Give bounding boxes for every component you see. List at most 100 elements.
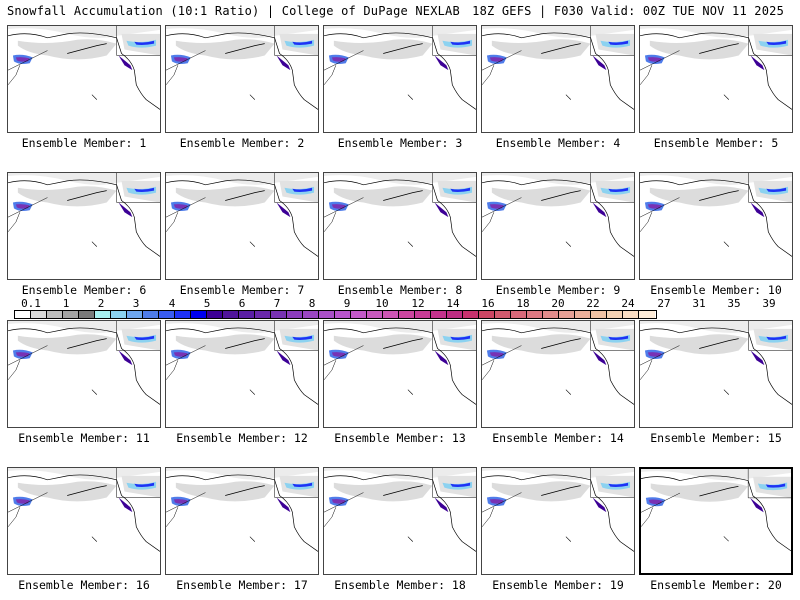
colorbar-swatch: [639, 311, 655, 318]
colorbar-swatch: [591, 311, 607, 318]
colorbar-swatch: [63, 311, 79, 318]
ensemble-member-label: Ensemble Member: 12: [176, 431, 308, 445]
colorbar-swatch: [223, 311, 239, 318]
colorbar-swatch: [159, 311, 175, 318]
ensemble-map-11[interactable]: [7, 320, 161, 428]
colorbar-swatch: [287, 311, 303, 318]
ensemble-map-15[interactable]: [639, 320, 793, 428]
colorbar-tick-label: 3: [132, 297, 140, 310]
colorbar-tick-label: 31: [692, 297, 706, 310]
chart-title: Snowfall Accumulation (10:1 Ratio) | Col…: [7, 4, 460, 18]
ensemble-member-label: Ensemble Member: 18: [334, 578, 466, 592]
ensemble-member-label: Ensemble Member: 14: [492, 431, 624, 445]
colorbar-swatch: [319, 311, 335, 318]
ensemble-member-label: Ensemble Member: 6: [21, 283, 147, 297]
ensemble-map-8[interactable]: [323, 172, 477, 280]
run-valid-time: 18Z GEFS | F030 Valid: 00Z TUE NOV 11 20…: [472, 4, 784, 18]
colorbar-tick-label: 12: [411, 297, 425, 310]
colorbar-swatch: [239, 311, 255, 318]
colorbar-swatch: [463, 311, 479, 318]
ensemble-member-label: Ensemble Member: 9: [495, 283, 621, 297]
colorbar-swatch: [111, 311, 127, 318]
colorbar-swatch: [527, 311, 543, 318]
colorbar-swatch: [367, 311, 383, 318]
ensemble-map-13[interactable]: [323, 320, 477, 428]
colorbar-swatch: [143, 311, 159, 318]
colorbar-tick-label: 35: [727, 297, 741, 310]
ensemble-member-label: Ensemble Member: 3: [337, 136, 463, 150]
colorbar-swatch: [31, 311, 47, 318]
ensemble-map-5[interactable]: [639, 25, 793, 133]
colorbar-swatch: [607, 311, 623, 318]
colorbar-swatch: [335, 311, 351, 318]
colorbar-tick-label: 10: [375, 297, 389, 310]
colorbar-tick-label: 14: [446, 297, 460, 310]
ensemble-member-label: Ensemble Member: 8: [337, 283, 463, 297]
colorbar-tick-label: 39: [762, 297, 776, 310]
colorbar-swatch: [431, 311, 447, 318]
ensemble-member-label: Ensemble Member: 15: [650, 431, 782, 445]
colorbar-tick-label: 4: [168, 297, 176, 310]
ensemble-map-17[interactable]: [165, 467, 319, 575]
colorbar-tick-label: 7: [273, 297, 281, 310]
colorbar-swatch: [415, 311, 431, 318]
ensemble-member-label: Ensemble Member: 5: [653, 136, 779, 150]
colorbar-swatch: [95, 311, 111, 318]
colorbar-swatch: [191, 311, 207, 318]
colorbar-swatch: [255, 311, 271, 318]
colorbar-tick-label: 2: [97, 297, 105, 310]
ensemble-map-1[interactable]: [7, 25, 161, 133]
ensemble-map-2[interactable]: [165, 25, 319, 133]
ensemble-map-19[interactable]: [481, 467, 635, 575]
colorbar-swatch: [399, 311, 415, 318]
colorbar-swatch: [351, 311, 367, 318]
colorbar-tick-label: 27: [657, 297, 671, 310]
colorbar-swatch: [175, 311, 191, 318]
ensemble-member-label: Ensemble Member: 1: [21, 136, 147, 150]
colorbar-swatch: [543, 311, 559, 318]
colorbar-swatch: [207, 311, 223, 318]
ensemble-map-3[interactable]: [323, 25, 477, 133]
ensemble-map-12[interactable]: [165, 320, 319, 428]
colorbar-tick-label: 24: [621, 297, 635, 310]
ensemble-member-label: Ensemble Member: 2: [179, 136, 305, 150]
ensemble-map-16[interactable]: [7, 467, 161, 575]
ensemble-map-6[interactable]: [7, 172, 161, 280]
ensemble-member-label: Ensemble Member: 10: [650, 283, 782, 297]
colorbar-tick-label: 20: [551, 297, 565, 310]
ensemble-map-20[interactable]: [639, 467, 793, 575]
colorbar-swatch: [383, 311, 399, 318]
ensemble-map-7[interactable]: [165, 172, 319, 280]
colorbar-swatch: [623, 311, 639, 318]
colorbar-swatch: [447, 311, 463, 318]
colorbar-swatch: [479, 311, 495, 318]
colorbar-tick-label: 9: [343, 297, 351, 310]
colorbar-tick-label: 5: [203, 297, 211, 310]
colorbar-swatch: [575, 311, 591, 318]
colorbar-tick-label: 16: [481, 297, 495, 310]
colorbar-swatch: [47, 311, 63, 318]
ensemble-map-10[interactable]: [639, 172, 793, 280]
colorbar-swatch: [127, 311, 143, 318]
ensemble-map-9[interactable]: [481, 172, 635, 280]
ensemble-member-label: Ensemble Member: 19: [492, 578, 624, 592]
colorbar-tick-label: 18: [516, 297, 530, 310]
colorbar-swatch: [559, 311, 575, 318]
colorbar-tick-label: 8: [308, 297, 316, 310]
colorbar-swatch: [15, 311, 31, 318]
ensemble-member-label: Ensemble Member: 16: [18, 578, 150, 592]
ensemble-member-label: Ensemble Member: 7: [179, 283, 305, 297]
colorbar: [14, 310, 657, 319]
colorbar-swatch: [271, 311, 287, 318]
ensemble-map-14[interactable]: [481, 320, 635, 428]
ensemble-member-label: Ensemble Member: 20: [650, 578, 782, 592]
ensemble-member-label: Ensemble Member: 17: [176, 578, 308, 592]
ensemble-map-18[interactable]: [323, 467, 477, 575]
ensemble-member-label: Ensemble Member: 4: [495, 136, 621, 150]
colorbar-tick-label: 22: [586, 297, 600, 310]
colorbar-swatch: [79, 311, 95, 318]
colorbar-tick-label: 0.1: [21, 297, 41, 310]
ensemble-member-label: Ensemble Member: 11: [18, 431, 150, 445]
colorbar-swatch: [511, 311, 527, 318]
ensemble-map-4[interactable]: [481, 25, 635, 133]
